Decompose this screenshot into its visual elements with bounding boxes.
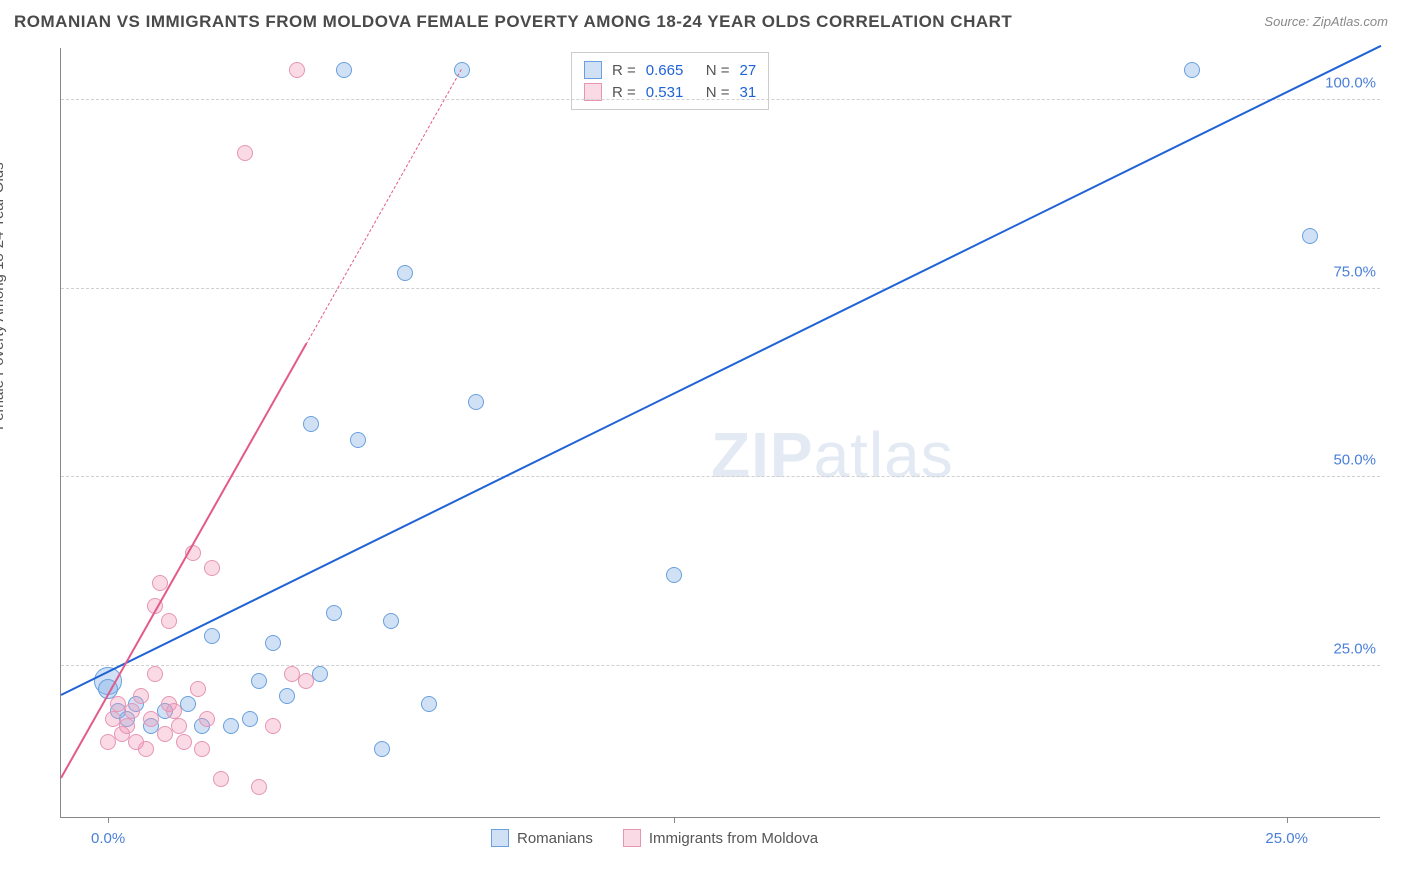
gridline bbox=[61, 99, 1380, 100]
data-point bbox=[124, 703, 140, 719]
data-point bbox=[143, 711, 159, 727]
legend-item: Romanians bbox=[491, 829, 593, 847]
ytick-label: 75.0% bbox=[1333, 263, 1376, 280]
data-point bbox=[383, 613, 399, 629]
data-point bbox=[176, 734, 192, 750]
ytick-label: 100.0% bbox=[1325, 74, 1376, 91]
n-label: N = bbox=[706, 62, 730, 79]
legend-swatch bbox=[584, 61, 602, 79]
data-point bbox=[468, 394, 484, 410]
ytick-label: 25.0% bbox=[1333, 641, 1376, 658]
xtick-mark bbox=[674, 817, 675, 823]
data-point bbox=[213, 771, 229, 787]
data-point bbox=[298, 673, 314, 689]
data-point bbox=[279, 688, 295, 704]
data-point bbox=[166, 703, 182, 719]
data-point bbox=[303, 416, 319, 432]
data-point bbox=[1302, 228, 1318, 244]
data-point bbox=[242, 711, 258, 727]
data-point bbox=[336, 62, 352, 78]
data-point bbox=[374, 741, 390, 757]
plot-area: ZIPatlas R =0.665N =27R =0.531N =31 Roma… bbox=[60, 48, 1380, 818]
watermark: ZIPatlas bbox=[711, 418, 954, 492]
trend-line bbox=[60, 344, 307, 779]
data-point bbox=[666, 567, 682, 583]
data-point bbox=[350, 432, 366, 448]
data-point bbox=[194, 741, 210, 757]
data-point bbox=[119, 718, 135, 734]
data-point bbox=[326, 605, 342, 621]
xtick-label: 25.0% bbox=[1265, 830, 1308, 847]
data-point bbox=[147, 666, 163, 682]
data-point bbox=[180, 696, 196, 712]
data-point bbox=[171, 718, 187, 734]
data-point bbox=[223, 718, 239, 734]
data-point bbox=[251, 673, 267, 689]
data-point bbox=[251, 779, 267, 795]
data-point bbox=[204, 560, 220, 576]
chart-title: ROMANIAN VS IMMIGRANTS FROM MOLDOVA FEMA… bbox=[14, 12, 1012, 32]
xtick-label: 0.0% bbox=[91, 830, 125, 847]
n-value: 27 bbox=[740, 62, 757, 79]
trend-line bbox=[61, 45, 1382, 696]
legend-swatch bbox=[491, 829, 509, 847]
watermark-atlas: atlas bbox=[814, 419, 954, 491]
y-axis-label: Female Poverty Among 18-24 Year Olds bbox=[0, 162, 7, 430]
legend-label: Immigrants from Moldova bbox=[649, 830, 818, 847]
data-point bbox=[289, 62, 305, 78]
xtick-mark bbox=[1287, 817, 1288, 823]
r-label: R = bbox=[612, 62, 636, 79]
gridline bbox=[61, 476, 1380, 477]
source-prefix: Source: bbox=[1264, 14, 1309, 29]
legend-item: Immigrants from Moldova bbox=[623, 829, 818, 847]
xtick-mark bbox=[108, 817, 109, 823]
data-point bbox=[265, 718, 281, 734]
legend-series: Romanians Immigrants from Moldova bbox=[491, 829, 818, 847]
legend-correlation: R =0.665N =27R =0.531N =31 bbox=[571, 52, 769, 110]
source-value: ZipAtlas.com bbox=[1313, 14, 1388, 29]
data-point bbox=[133, 688, 149, 704]
source-label: Source: ZipAtlas.com bbox=[1264, 14, 1388, 29]
data-point bbox=[397, 265, 413, 281]
gridline bbox=[61, 288, 1380, 289]
data-point bbox=[199, 711, 215, 727]
ytick-label: 50.0% bbox=[1333, 452, 1376, 469]
legend-label: Romanians bbox=[517, 830, 593, 847]
data-point bbox=[138, 741, 154, 757]
r-value: 0.665 bbox=[646, 62, 696, 79]
trend-line bbox=[306, 69, 462, 345]
data-point bbox=[312, 666, 328, 682]
legend-swatch bbox=[623, 829, 641, 847]
gridline bbox=[61, 665, 1380, 666]
data-point bbox=[190, 681, 206, 697]
data-point bbox=[204, 628, 220, 644]
legend-row: R = 0.665 N = 27 bbox=[584, 59, 756, 81]
data-point bbox=[1184, 62, 1200, 78]
watermark-zip: ZIP bbox=[711, 419, 814, 491]
data-point bbox=[161, 613, 177, 629]
data-point bbox=[421, 696, 437, 712]
data-point bbox=[265, 635, 281, 651]
data-point bbox=[237, 145, 253, 161]
